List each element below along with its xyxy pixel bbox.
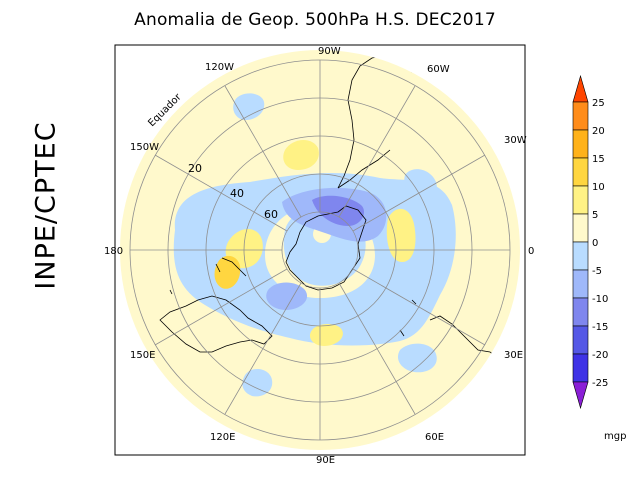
- meridian-30e: [352, 268, 486, 346]
- new-zealand-coastline: [215, 257, 247, 277]
- lon-label: 180: [104, 246, 123, 257]
- lon-label: 30E: [504, 350, 523, 361]
- meridian-120w: [224, 85, 302, 218]
- negative-anomaly-strong: [312, 195, 365, 226]
- lon-label: 0: [528, 246, 534, 257]
- legend-tick: -10: [592, 294, 608, 305]
- positive-anomaly-patch: [283, 139, 319, 170]
- lon-label: 120E: [210, 432, 235, 443]
- legend-tick: 25: [592, 98, 605, 109]
- lon-label: 120W: [205, 62, 234, 73]
- lon-label: 60W: [427, 64, 450, 75]
- legend-tick: -5: [592, 266, 602, 277]
- legend-tick: 10: [592, 182, 605, 193]
- legend-swatch: [572, 157, 589, 187]
- longitude-labels: 90W 60W 30W 0 30E 60E 90E 120E 150E 180 …: [104, 46, 534, 466]
- lon-label: 90W: [318, 46, 341, 57]
- legend-tick: 15: [592, 154, 605, 165]
- legend-swatch: [572, 353, 589, 383]
- south-america-east-coastline: [337, 149, 391, 189]
- map-title: Anomalia de Geop. 500hPa H.S. DEC2017: [134, 10, 496, 30]
- legend-tick: 20: [592, 126, 605, 137]
- lat-label: 40: [230, 187, 244, 200]
- latitude-labels: 20 40 60: [188, 162, 278, 221]
- legend-swatch: [572, 241, 589, 271]
- negative-anomaly-patch: [404, 169, 437, 202]
- lon-label: 30W: [504, 135, 527, 146]
- legend-units: mgp: [604, 431, 627, 442]
- legend-tick: -20: [592, 350, 608, 361]
- lon-label: 90E: [316, 455, 335, 466]
- meridian-30w: [352, 154, 486, 232]
- legend-swatch: [572, 129, 589, 159]
- meridian-lines: [130, 60, 510, 440]
- legend-swatch: [572, 74, 589, 103]
- meridian-150w: [154, 154, 288, 232]
- legend-tick: -25: [592, 378, 608, 389]
- legend-swatch: [572, 381, 589, 410]
- lat-label: 60: [264, 208, 278, 221]
- meridian-60e: [338, 282, 416, 415]
- lon-label: 150E: [130, 350, 155, 361]
- negative-anomaly-patch: [242, 368, 273, 397]
- australia-coastline: [159, 295, 273, 353]
- legend-tick: 5: [592, 210, 598, 221]
- lat-label: 20: [188, 162, 202, 175]
- legend-swatch: [572, 325, 589, 355]
- meridian-120e: [224, 282, 302, 415]
- positive-anomaly-patch: [309, 324, 343, 346]
- negative-anomaly-patch: [397, 343, 437, 373]
- legend-swatch: [572, 185, 589, 215]
- legend-swatch: [572, 101, 589, 131]
- map-frame: [114, 44, 526, 456]
- legend-swatch: [572, 213, 589, 243]
- legend-tick: 0: [592, 238, 598, 249]
- meridian-150e: [154, 268, 288, 346]
- legend-swatch: [572, 297, 589, 327]
- meridian-60w: [338, 85, 416, 218]
- antarctica-coastline: [285, 205, 367, 291]
- lon-label: 150W: [130, 142, 159, 153]
- legend-tick: -15: [592, 322, 608, 333]
- legend-swatch: [572, 269, 589, 299]
- positive-anomaly-patch: [386, 208, 416, 262]
- legend-ticks: 25 20 15 10 5 0 -5 -10 -15 -20 -25: [592, 98, 608, 389]
- lon-label: 60E: [425, 432, 444, 443]
- legend-colorbar: [572, 74, 589, 410]
